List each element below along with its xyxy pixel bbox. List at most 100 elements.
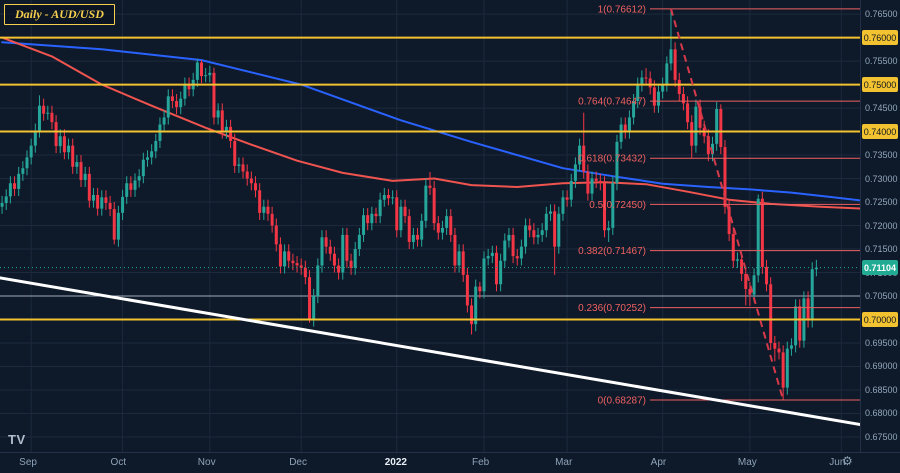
candle-down [324, 237, 328, 247]
ma-fast-red-line[interactable] [1, 36, 860, 210]
candle-up [341, 234, 345, 273]
candle-up [133, 180, 137, 190]
candle-down [719, 109, 723, 148]
candle-up [116, 212, 120, 240]
candle-up [399, 206, 403, 231]
candle-up [636, 84, 640, 102]
candle-up [573, 164, 577, 181]
price-tick: 0.73500 [865, 150, 898, 161]
candle-up [17, 173, 21, 189]
candle-up [785, 348, 789, 388]
candle-down [798, 306, 802, 341]
candle-up [457, 251, 461, 266]
candle-up [694, 106, 698, 146]
candle-down [249, 178, 253, 184]
price-scale[interactable]: 0.76500 0.76000 0.75500 0.75000 0.74500 0.740… [860, 0, 900, 452]
candle-up [715, 109, 719, 144]
yellow-levels[interactable] [0, 36, 860, 321]
candle-up [611, 183, 615, 228]
candle-down [54, 122, 58, 147]
candle-up [183, 84, 187, 99]
candle-down [706, 136, 710, 155]
candle-up [166, 96, 170, 118]
settings-gear-icon[interactable]: ⚙ [842, 454, 853, 468]
candle-down [278, 244, 282, 267]
candle-up [445, 216, 449, 228]
candle-down [62, 136, 66, 153]
time-axis-label: May [737, 457, 757, 468]
candle-up [607, 227, 611, 231]
candle-up [540, 230, 544, 235]
candle-down [511, 234, 515, 257]
candle-down [416, 234, 420, 240]
candle-down [50, 112, 54, 123]
price-tick: 0.68000 [865, 408, 898, 419]
trendline-group[interactable] [0, 276, 860, 427]
candle-down [727, 206, 731, 234]
time-axis-label: 2022 [384, 457, 407, 468]
candle-up [378, 199, 382, 217]
time-axis-label: Jun [829, 457, 846, 468]
dashed-group[interactable] [670, 8, 785, 401]
time-axis[interactable]: Sep Oct Nov Dec 2022 Feb Mar Apr May Jun [0, 452, 860, 473]
candle-up [208, 72, 212, 76]
candle-down [233, 140, 237, 166]
fib-label: 0(0.68287) [598, 395, 646, 406]
candle-down [241, 164, 245, 172]
candle-up [490, 252, 494, 257]
candle-down [175, 101, 179, 108]
candle-up [75, 162, 79, 167]
price-tick: 0.71500 [865, 244, 898, 255]
fib-retracement[interactable]: 1(0.76612) 0.764(0.74647) 0.618(0.73432) 0.… [578, 4, 860, 406]
white-trendline[interactable] [0, 276, 860, 427]
candle-down [648, 78, 652, 88]
candle-up [382, 194, 386, 200]
candle-down [432, 187, 436, 224]
chart-title-note[interactable]: Daily - AUD/USD [4, 4, 115, 25]
candle-up [137, 176, 141, 181]
candle-up [486, 256, 490, 259]
candle-down [366, 215, 370, 224]
candle-up [353, 249, 357, 268]
candle-up [524, 225, 528, 247]
time-axis-label: Dec [289, 457, 307, 468]
candle-up [21, 168, 25, 174]
gridlines [0, 0, 860, 452]
candle-down [212, 72, 216, 118]
candle-up [735, 259, 739, 261]
candle-down [328, 246, 332, 254]
candle-up [141, 159, 145, 177]
candle-down [79, 162, 83, 180]
current-price-label: 0.71104 [862, 260, 898, 276]
candle-up [482, 258, 486, 292]
fib-label: 0.5(0.72450) [589, 200, 646, 211]
candle-up [357, 234, 361, 250]
price-tick: 0.67500 [865, 431, 898, 442]
candle-up [627, 117, 631, 132]
time-axis-label: Feb [472, 457, 490, 468]
candle-up [158, 124, 162, 141]
candle-up [67, 145, 71, 153]
candle-up [536, 234, 540, 238]
price-tick: 0.73000 [865, 173, 898, 184]
candle-up [669, 49, 673, 64]
dashed-trendline[interactable] [670, 8, 785, 401]
candle-down [266, 206, 270, 214]
chart-canvas[interactable]: 1(0.76612) 0.764(0.74647) 0.618(0.73432) 0.… [0, 0, 860, 452]
candle-down [428, 185, 432, 188]
candle-up [216, 110, 220, 118]
candle-up [283, 251, 287, 267]
candle-down [287, 251, 291, 261]
fib-label: 0.764(0.74647) [578, 97, 646, 108]
candle-up [121, 196, 125, 213]
candle-down [582, 145, 586, 172]
fib-label: 0.382(0.71467) [578, 246, 646, 257]
price-tick: 0.74500 [865, 103, 898, 114]
candle-down [258, 190, 262, 213]
candle-down [602, 183, 606, 231]
candle-up [179, 98, 183, 108]
candle-down [565, 197, 569, 200]
candle-up [752, 275, 756, 295]
candle-up [789, 345, 793, 349]
candle-up [100, 197, 104, 209]
